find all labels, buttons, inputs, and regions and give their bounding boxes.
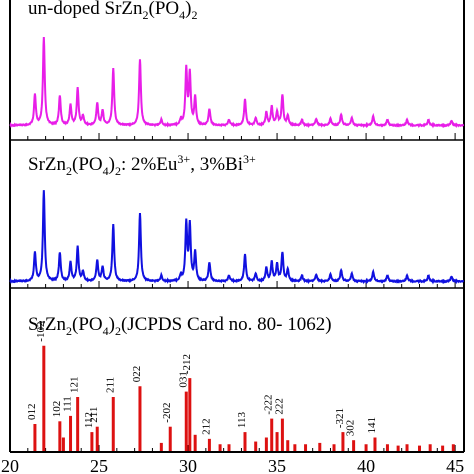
panel-title-part: (JCPDS Card no. 80- 1062)	[121, 314, 332, 335]
miller-index-label: 022	[131, 366, 143, 383]
panel-title-part: (PO	[149, 0, 180, 19]
panel-title-part: 2	[115, 164, 121, 178]
panel-title-part: 3+	[177, 152, 190, 166]
panel-title-part: 4	[179, 8, 185, 22]
miller-index-label: 111	[62, 396, 74, 412]
x-tick-label: 40	[357, 456, 375, 474]
panel-title-part: SrZn	[28, 154, 67, 175]
miller-index-label: 112	[83, 412, 95, 428]
miller-index-label: 121	[69, 376, 81, 393]
miller-index-label: -102	[35, 322, 47, 342]
panel-title-0: un-doped SrZn2(PO4)2	[28, 0, 197, 22]
panel-title-part: )	[185, 0, 191, 19]
x-tick-label: 45	[446, 456, 464, 474]
panel-title-part: 2	[66, 164, 72, 178]
panel-title-part: 3+	[243, 152, 256, 166]
chart-frame	[9, 0, 465, 453]
miller-index-label: -222	[263, 394, 275, 414]
x-tick-label: 25	[90, 456, 108, 474]
miller-index-label: 102	[51, 401, 63, 418]
panel-title-part: : 2%Eu	[121, 154, 178, 175]
miller-index-label: -212	[181, 354, 193, 374]
miller-index-label: 302	[345, 420, 357, 437]
miller-index-label: 211	[88, 407, 100, 423]
miller-index-label: -321	[334, 408, 346, 428]
panel-title-part: )	[109, 154, 115, 175]
panel-title-part: 4	[103, 324, 109, 338]
x-tick-label: 20	[1, 456, 19, 474]
x-tick-label: 30	[179, 456, 197, 474]
miller-index-label: 141	[366, 417, 378, 434]
miller-index-label: 222	[273, 398, 285, 415]
chart-data-layer	[9, 37, 465, 451]
panel-title-part: SrZn	[28, 314, 67, 335]
panel-title-2: SrZn2(PO4)2(JCPDS Card no. 80- 1062)	[28, 314, 332, 338]
series-line-1	[9, 190, 465, 285]
panel-title-part: 4	[103, 164, 109, 178]
miller-index-label: 012	[26, 404, 38, 421]
miller-index-label: 031	[177, 371, 189, 388]
panel-title-part: (PO	[72, 314, 103, 335]
panel-title-1: SrZn2(PO4)2: 2%Eu3+, 3%Bi3+	[28, 152, 256, 178]
miller-index-label: 211	[104, 377, 116, 393]
x-tick-label: 35	[268, 456, 286, 474]
panel-title-part: )	[109, 314, 115, 335]
miller-index-label: 113	[236, 412, 248, 429]
panel-title-part: un-doped SrZn	[28, 0, 143, 19]
series-line-0	[9, 37, 465, 129]
panel-title-part: , 3%Bi	[190, 154, 243, 175]
panel-title-part: 2	[115, 324, 121, 338]
panel-title-part: 2	[143, 8, 149, 22]
panel-title-part: 2	[66, 324, 72, 338]
miller-index-label: -202	[161, 403, 173, 423]
panel-title-part: (PO	[72, 154, 103, 175]
miller-index-label: 212	[200, 418, 212, 435]
panel-title-part: 2	[191, 8, 197, 22]
